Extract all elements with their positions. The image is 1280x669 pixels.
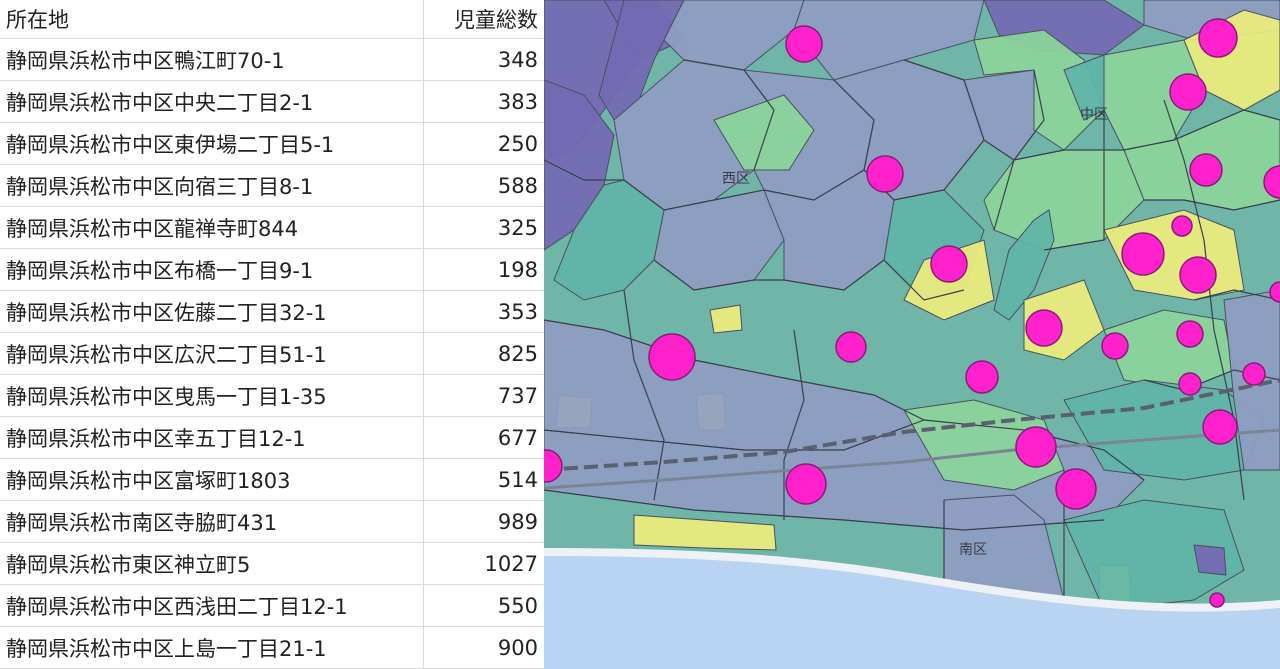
address-cell[interactable]: 静岡県浜松市中区布橋一丁目9-1 — [0, 248, 424, 291]
count-cell[interactable]: 677 — [423, 416, 544, 459]
address-cell[interactable]: 静岡県浜松市南区寺脇町431 — [0, 500, 424, 543]
school-marker[interactable] — [1176, 320, 1204, 348]
school-markers — [544, 18, 1280, 608]
spreadsheet-table-panel: 所在地 児童総数 静岡県浜松市中区鴨江町70-1 348 静岡県浜松市中区中央二丁目… — [0, 0, 544, 669]
region-area — [1193, 544, 1227, 576]
map-canvas[interactable]: 西区 中区 南区 — [544, 0, 1280, 669]
table-row[interactable]: 静岡県浜松市南区寺脇町431 989 — [0, 500, 544, 543]
count-cell[interactable]: 550 — [423, 584, 544, 627]
count-cell[interactable]: 250 — [423, 122, 544, 165]
table-row[interactable]: 静岡県浜松市中区幸五丁目12-1 677 — [0, 416, 544, 459]
school-table: 所在地 児童総数 静岡県浜松市中区鴨江町70-1 348 静岡県浜松市中区中央二丁目… — [0, 0, 544, 669]
ward-label-west: 西区 — [722, 171, 750, 187]
school-marker[interactable] — [1242, 362, 1266, 386]
choropleth-map[interactable]: 西区 中区 南区 — [544, 0, 1280, 669]
count-cell[interactable]: 198 — [423, 248, 544, 291]
table-row[interactable]: 静岡県浜松市中区向宿三丁目8-1 588 — [0, 164, 544, 207]
address-cell[interactable]: 静岡県浜松市中区広沢二丁目51-1 — [0, 332, 424, 375]
region-area — [633, 514, 777, 551]
expressway-line — [544, 428, 1280, 490]
region-area — [709, 304, 743, 334]
count-cell[interactable]: 737 — [423, 374, 544, 417]
address-cell[interactable]: 静岡県浜松市中区東伊場二丁目5-1 — [0, 122, 424, 165]
address-cell[interactable]: 静岡県浜松市中区幸五丁目12-1 — [0, 416, 424, 459]
address-cell[interactable]: 静岡県浜松市中区佐藤二丁目32-1 — [0, 290, 424, 333]
school-marker[interactable] — [785, 25, 823, 63]
address-cell[interactable]: 静岡県浜松市東区神立町5 — [0, 542, 424, 585]
school-marker[interactable] — [1101, 332, 1129, 360]
school-marker[interactable] — [1025, 309, 1063, 347]
address-cell[interactable]: 静岡県浜松市中区向宿三丁目8-1 — [0, 164, 424, 207]
table-row[interactable]: 静岡県浜松市東区神立町5 1027 — [0, 542, 544, 585]
school-marker[interactable] — [866, 155, 904, 193]
table-row[interactable]: 静岡県浜松市中区鴨江町70-1 348 — [0, 38, 544, 81]
count-cell[interactable]: 900 — [423, 626, 544, 669]
count-cell[interactable]: 353 — [423, 290, 544, 333]
address-cell[interactable]: 静岡県浜松市中区中央二丁目2-1 — [0, 80, 424, 123]
school-marker[interactable] — [1198, 18, 1238, 58]
table-row[interactable]: 静岡県浜松市中区広沢二丁目51-1 825 — [0, 332, 544, 375]
table-row[interactable]: 静岡県浜松市中区龍禅寺町844 325 — [0, 206, 544, 249]
count-cell[interactable]: 325 — [423, 206, 544, 249]
table-row[interactable]: 静岡県浜松市中区曳馬一丁目1-35 737 — [0, 374, 544, 417]
address-cell[interactable]: 静岡県浜松市中区上島一丁目21-1 — [0, 626, 424, 669]
school-marker[interactable] — [965, 360, 999, 394]
school-marker[interactable] — [544, 449, 563, 483]
table-row[interactable]: 静岡県浜松市中区西浅田二丁目12-1 550 — [0, 584, 544, 627]
school-marker[interactable] — [648, 333, 696, 381]
column-header-count[interactable]: 児童総数 — [423, 0, 544, 39]
count-cell[interactable]: 514 — [423, 458, 544, 501]
ward-label-minami: 南区 — [959, 542, 987, 558]
sea-area — [544, 556, 1280, 669]
count-cell[interactable]: 588 — [423, 164, 544, 207]
table-header-row: 所在地 児童総数 — [0, 0, 544, 39]
school-marker[interactable] — [930, 245, 968, 283]
count-cell[interactable]: 989 — [423, 500, 544, 543]
school-marker[interactable] — [1171, 215, 1193, 237]
table-row[interactable]: 静岡県浜松市中区中央二丁目2-1 383 — [0, 80, 544, 123]
school-marker[interactable] — [1055, 468, 1097, 510]
column-header-address[interactable]: 所在地 — [0, 0, 424, 39]
count-cell[interactable]: 825 — [423, 332, 544, 375]
school-marker[interactable] — [1202, 409, 1238, 445]
region-area — [713, 94, 815, 171]
railway-line — [544, 378, 1280, 472]
school-marker[interactable] — [785, 463, 827, 505]
school-marker[interactable] — [1269, 281, 1280, 303]
ward-label-naka: 中区 — [1080, 107, 1108, 123]
school-marker[interactable] — [1015, 426, 1057, 468]
address-cell[interactable]: 静岡県浜松市中区西浅田二丁目12-1 — [0, 584, 424, 627]
address-cell[interactable]: 静岡県浜松市中区龍禅寺町844 — [0, 206, 424, 249]
address-cell[interactable]: 静岡県浜松市中区富塚町1803 — [0, 458, 424, 501]
school-marker[interactable] — [835, 331, 867, 363]
table-row[interactable]: 静岡県浜松市中区東伊場二丁目5-1 250 — [0, 122, 544, 165]
lake-area — [993, 209, 1055, 321]
school-marker[interactable] — [1121, 232, 1165, 276]
school-marker[interactable] — [1189, 153, 1223, 187]
school-marker[interactable] — [1178, 372, 1202, 396]
table-row[interactable]: 静岡県浜松市中区上島一丁目21-1 900 — [0, 626, 544, 669]
school-marker[interactable] — [1179, 256, 1217, 294]
table-row[interactable]: 静岡県浜松市中区布橋一丁目9-1 198 — [0, 248, 544, 291]
school-marker[interactable] — [1209, 592, 1225, 608]
table-row[interactable]: 静岡県浜松市中区富塚町1803 514 — [0, 458, 544, 501]
count-cell[interactable]: 383 — [423, 80, 544, 123]
table-row[interactable]: 静岡県浜松市中区佐藤二丁目32-1 353 — [0, 290, 544, 333]
address-cell[interactable]: 静岡県浜松市中区鴨江町70-1 — [0, 38, 424, 81]
school-marker[interactable] — [1169, 73, 1207, 111]
count-cell[interactable]: 348 — [423, 38, 544, 81]
school-marker[interactable] — [1263, 165, 1280, 199]
address-cell[interactable]: 静岡県浜松市中区曳馬一丁目1-35 — [0, 374, 424, 417]
count-cell[interactable]: 1027 — [423, 542, 544, 585]
